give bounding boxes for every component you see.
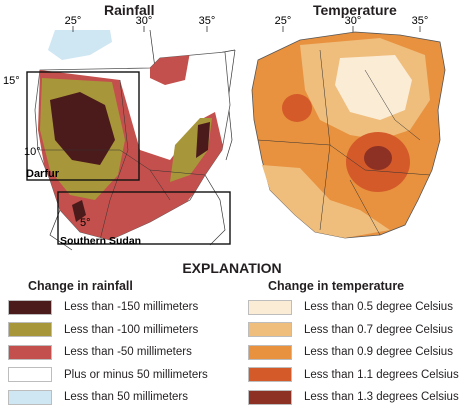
darfur-box bbox=[26, 71, 140, 181]
temperature-map-title: Temperature bbox=[313, 2, 397, 18]
explanation-title: EXPLANATION bbox=[182, 260, 282, 276]
rainfall-legend-item: Less than -150 millimeters bbox=[8, 296, 228, 319]
rainfall-legend-swatch bbox=[8, 322, 52, 338]
temperature-legend-item: Less than 0.7 degree Celsius bbox=[248, 319, 464, 342]
rainfall-legend-item: Less than -50 millimeters bbox=[8, 341, 228, 364]
rain-lon-tick-25: 25° bbox=[65, 15, 82, 27]
temp-lon-tick-25: 25° bbox=[275, 15, 292, 27]
temp-zone-0-7-south bbox=[262, 165, 390, 238]
temperature-legend-label: Less than 1.1 degrees Celsius bbox=[304, 368, 459, 381]
temperature-legend-label: Less than 0.5 degree Celsius bbox=[304, 301, 453, 314]
rainfall-legend: Less than -150 millimeters Less than -100… bbox=[8, 296, 228, 409]
rainfall-legend-label: Less than -150 millimeters bbox=[64, 301, 199, 314]
rainfall-map: 25° 30° 35° 15° 10° 5° Darfur Southern S… bbox=[3, 15, 236, 251]
temperature-legend-label: Less than 0.9 degree Celsius bbox=[304, 346, 453, 359]
temp-lon-tick-35: 35° bbox=[412, 15, 429, 27]
east-border-line bbox=[225, 49, 236, 161]
southern-sudan-box bbox=[57, 191, 231, 245]
temperature-legend-item: Less than 1.3 degrees Celsius bbox=[248, 386, 464, 409]
temp-lon-tick-30: 30° bbox=[345, 15, 362, 27]
temp-zone-1-1-west bbox=[282, 94, 312, 122]
temperature-legend-heading: Change in temperature bbox=[268, 279, 405, 293]
rain-lat-tick-10: 10° bbox=[24, 146, 41, 158]
rainfall-legend-label: Less than -100 millimeters bbox=[64, 323, 199, 336]
temperature-legend-label: Less than 0.7 degree Celsius bbox=[304, 323, 453, 336]
maps-figure: 25° 30° 35° 15° 10° 5° Darfur Southern S… bbox=[3, 15, 446, 251]
temperature-legend-label: Less than 1.3 degrees Celsius bbox=[304, 391, 459, 404]
southwest-border-line bbox=[49, 209, 73, 251]
temperature-legend-swatch bbox=[248, 322, 292, 338]
temperature-legend-swatch bbox=[248, 344, 292, 360]
rain-zone-north-patch bbox=[150, 52, 190, 85]
rainfall-legend-label: Less than -50 millimeters bbox=[64, 346, 192, 359]
southern-sudan-label: Southern Sudan bbox=[60, 235, 141, 247]
rain-lat-tick-5: 5° bbox=[80, 217, 91, 229]
temp-zone-1-3 bbox=[364, 146, 392, 170]
rainfall-map-title: Rainfall bbox=[104, 2, 155, 18]
southeast-border-line bbox=[204, 174, 226, 246]
temperature-legend-swatch bbox=[248, 389, 292, 405]
rain-lon-tick-35: 35° bbox=[199, 15, 216, 27]
rainfall-legend-heading: Change in rainfall bbox=[28, 279, 133, 293]
temperature-legend-item: Less than 1.1 degrees Celsius bbox=[248, 364, 464, 387]
rainfall-legend-item: Plus or minus 50 millimeters bbox=[8, 364, 228, 387]
rain-lat-tick-15: 15° bbox=[3, 75, 20, 87]
darfur-label: Darfur bbox=[26, 168, 60, 180]
rain-zone-minus-150-south bbox=[72, 200, 86, 222]
temperature-legend-item: Less than 0.5 degree Celsius bbox=[248, 296, 464, 319]
rainfall-legend-swatch bbox=[8, 344, 52, 360]
rain-zone-minus-150-darfur bbox=[50, 92, 115, 165]
rain-zone-minus-150-east bbox=[196, 122, 210, 158]
rainfall-legend-item: Less than 50 millimeters bbox=[8, 386, 228, 409]
temperature-legend-swatch bbox=[248, 367, 292, 383]
rainfall-legend-swatch bbox=[8, 389, 52, 405]
rainfall-legend-swatch bbox=[8, 367, 52, 383]
rainfall-legend-label: Less than 50 millimeters bbox=[64, 391, 188, 404]
temp-zone-0-5 bbox=[335, 55, 412, 120]
temperature-map: 25° 30° 35° bbox=[251, 15, 446, 239]
rainfall-legend-item: Less than -100 millimeters bbox=[8, 319, 228, 342]
rain-wetter-zone bbox=[48, 30, 112, 60]
rainfall-legend-swatch bbox=[8, 299, 52, 315]
temperature-legend: Less than 0.5 degree Celsius Less than 0.… bbox=[248, 296, 464, 409]
temperature-legend-swatch bbox=[248, 299, 292, 315]
rain-lon-tick-30: 30° bbox=[136, 15, 153, 27]
rainfall-legend-label: Plus or minus 50 millimeters bbox=[64, 368, 208, 381]
temperature-legend-item: Less than 0.9 degree Celsius bbox=[248, 341, 464, 364]
